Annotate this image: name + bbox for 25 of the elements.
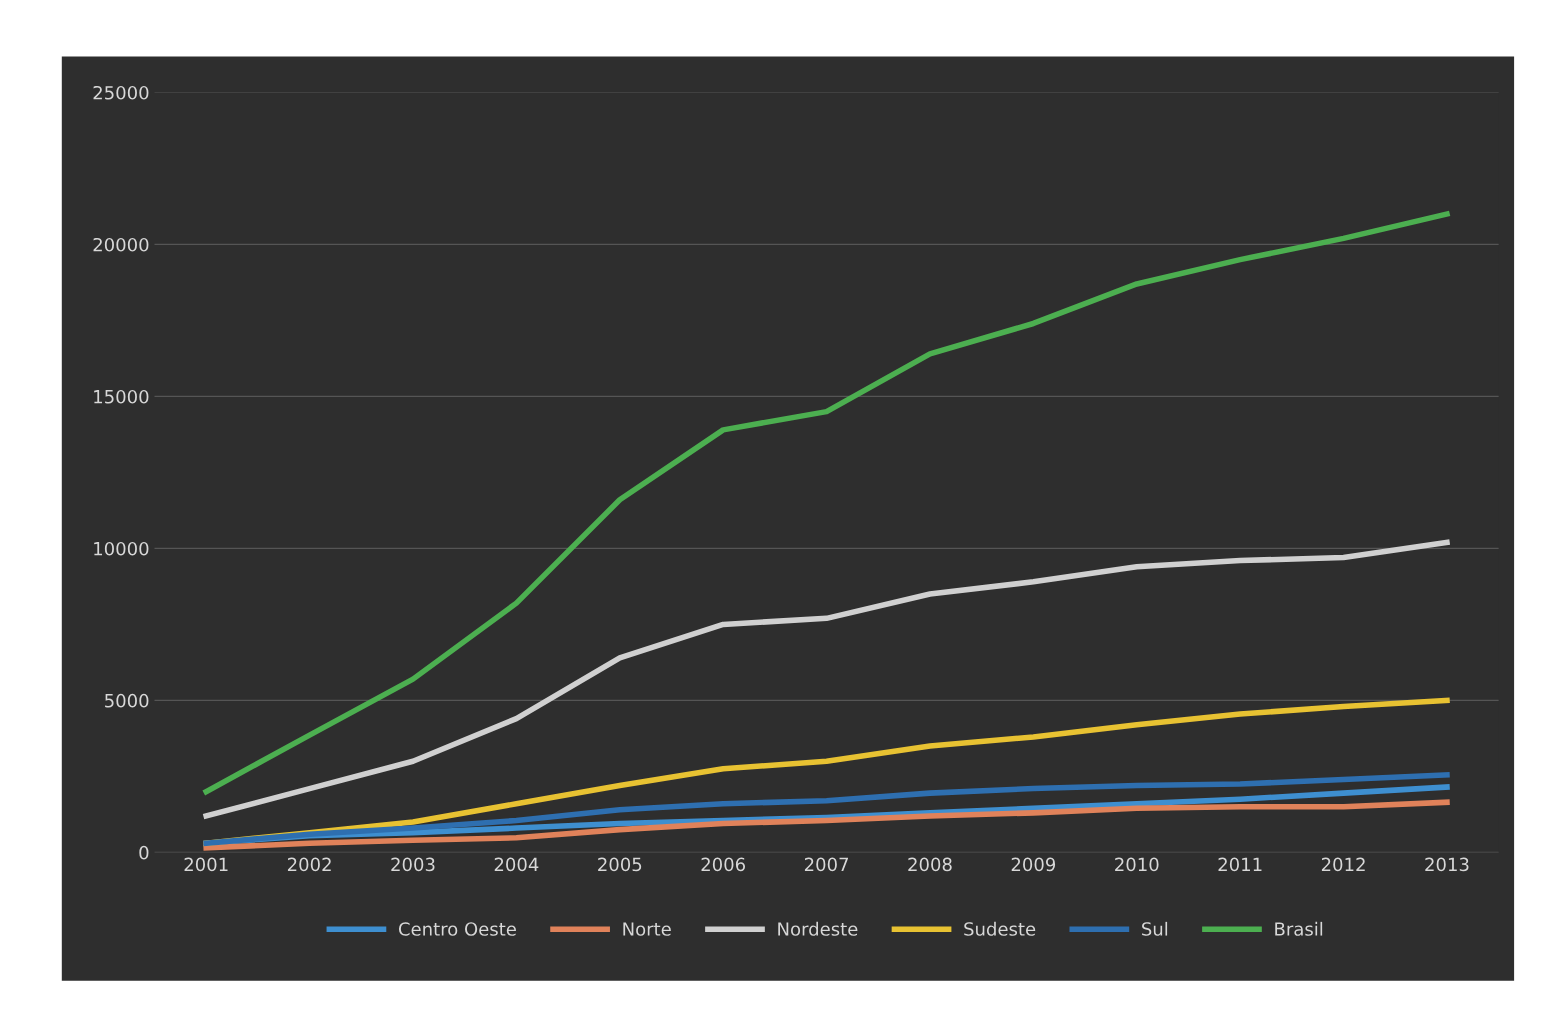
y-tick-label: 15000: [94, 389, 149, 404]
x-tick-label: 2007: [804, 857, 849, 872]
x-tick-label: 2002: [287, 857, 331, 872]
y-tick-label: 10000: [94, 541, 149, 556]
x-tick-label: 2012: [1321, 857, 1365, 872]
x-tick-label: 2003: [391, 857, 435, 872]
legend-label: Centro Oeste: [398, 922, 516, 936]
y-tick-label: 25000: [93, 85, 149, 100]
x-tick-label: 2006: [701, 857, 746, 872]
legend-label: Sudeste: [964, 921, 1036, 936]
legend-label: Sul: [1142, 921, 1168, 936]
legend-label: Nordeste: [778, 921, 858, 936]
y-tick-label: 0: [139, 845, 149, 860]
x-tick-label: 2001: [184, 857, 228, 872]
x-tick-label: 2011: [1218, 857, 1262, 872]
x-tick-label: 2009: [1011, 857, 1056, 872]
x-tick-label: 2008: [908, 857, 952, 872]
legend-label: Norte: [623, 922, 671, 936]
y-tick-label: 5000: [105, 693, 149, 708]
x-tick-label: 2004: [494, 857, 539, 872]
y-tick-label: 20000: [93, 237, 149, 252]
x-tick-label: 2010: [1115, 857, 1159, 872]
x-tick-label: 2005: [598, 857, 642, 872]
x-tick-label: 2013: [1425, 857, 1469, 872]
legend-label: Brasil: [1275, 921, 1323, 936]
